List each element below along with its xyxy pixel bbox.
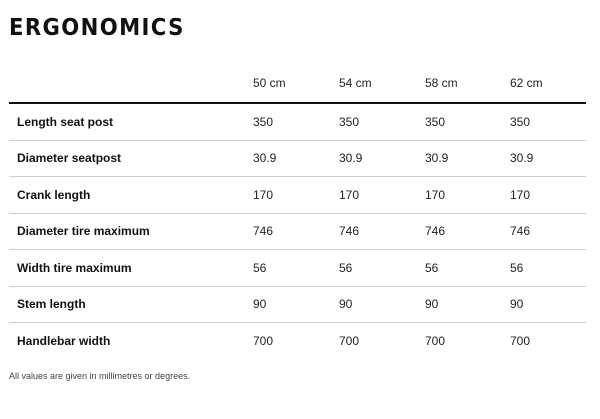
row-label: Stem length [17, 297, 86, 312]
cell-value: 56 [253, 260, 267, 275]
column-header-58cm: 58 cm [425, 76, 458, 90]
cell-value: 170 [425, 187, 446, 202]
cell-value: 170 [253, 187, 274, 202]
table-row: Diameter tire maximum 746 746 746 746 [9, 214, 586, 250]
column-header-62cm: 62 cm [510, 76, 543, 90]
cell-value: 746 [253, 224, 274, 239]
cell-value: 56 [510, 260, 524, 275]
cell-value: 700 [510, 333, 531, 348]
cell-value: 30.9 [253, 151, 277, 166]
cell-value: 90 [253, 297, 267, 312]
page-title: ERGONOMICS [9, 15, 185, 41]
table-row: Crank length 170 170 170 170 [9, 177, 586, 214]
cell-value: 700 [253, 333, 274, 348]
cell-value: 350 [253, 114, 274, 129]
table-row: Handlebar width 700 700 700 700 [9, 323, 586, 359]
row-label: Width tire maximum [17, 260, 132, 275]
cell-value: 30.9 [510, 151, 534, 166]
cell-value: 170 [339, 187, 360, 202]
row-label: Diameter tire maximum [17, 224, 150, 239]
cell-value: 90 [425, 297, 439, 312]
table-row: Diameter seatpost 30.9 30.9 30.9 30.9 [9, 141, 586, 177]
table-row: Width tire maximum 56 56 56 56 [9, 250, 586, 287]
cell-value: 746 [339, 224, 360, 239]
table-header-row: 50 cm 54 cm 58 cm 62 cm [9, 64, 586, 104]
cell-value: 56 [425, 260, 439, 275]
column-header-54cm: 54 cm [339, 76, 372, 90]
cell-value: 700 [425, 333, 446, 348]
table-row: Stem length 90 90 90 90 [9, 287, 586, 323]
row-label: Crank length [17, 187, 91, 202]
cell-value: 746 [425, 224, 446, 239]
cell-value: 350 [510, 114, 531, 129]
cell-value: 700 [339, 333, 360, 348]
footnote: All values are given in millimetres or d… [9, 371, 191, 381]
cell-value: 90 [339, 297, 353, 312]
row-label: Diameter seatpost [17, 151, 122, 166]
ergonomics-table: 50 cm 54 cm 58 cm 62 cm Length seat post… [9, 64, 586, 359]
cell-value: 90 [510, 297, 524, 312]
column-header-50cm: 50 cm [253, 76, 286, 90]
cell-value: 746 [510, 224, 531, 239]
cell-value: 350 [339, 114, 360, 129]
cell-value: 56 [339, 260, 353, 275]
cell-value: 350 [425, 114, 446, 129]
cell-value: 30.9 [425, 151, 449, 166]
row-label: Handlebar width [17, 333, 111, 348]
cell-value: 170 [510, 187, 531, 202]
cell-value: 30.9 [339, 151, 363, 166]
table-row: Length seat post 350 350 350 350 [9, 104, 586, 141]
row-label: Length seat post [17, 114, 114, 129]
